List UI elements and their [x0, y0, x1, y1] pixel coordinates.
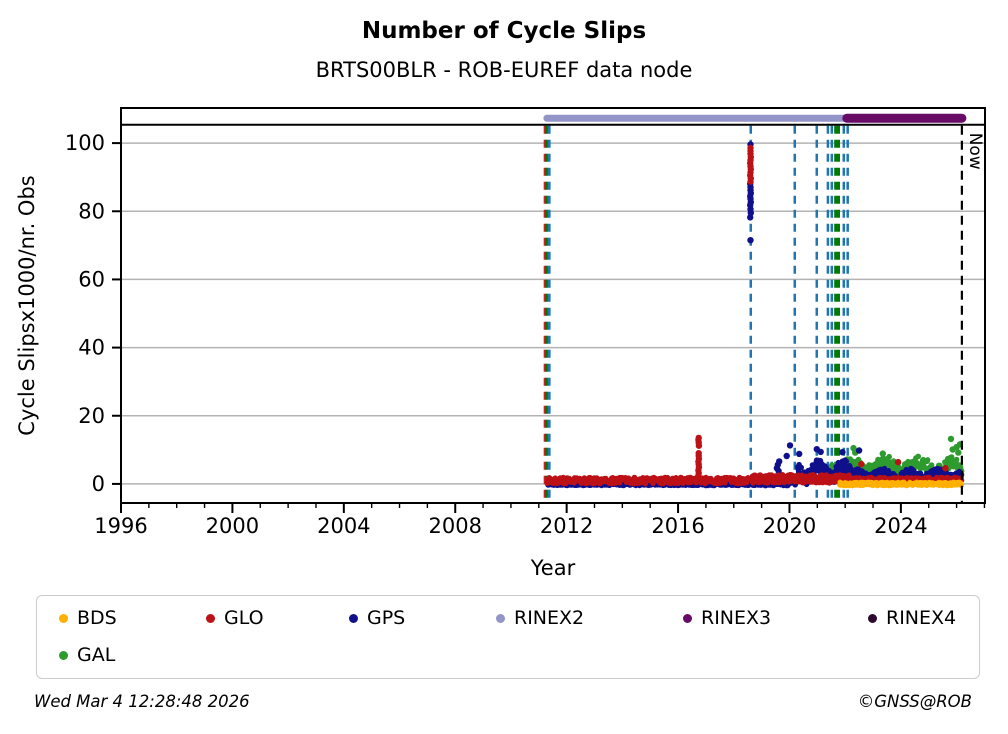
x-tick-label: 2008: [429, 514, 482, 538]
x-axis-label: Year: [530, 556, 576, 580]
rinex4-marker-icon: [868, 613, 877, 623]
legend-label: RINEX3: [701, 607, 772, 629]
legend-label: RINEX2: [514, 607, 585, 629]
x-tick-label: 2000: [206, 514, 259, 538]
x-tick-label: 2016: [651, 514, 704, 538]
glo-marker-icon: [206, 613, 215, 623]
y-tick-label: 60: [78, 267, 105, 291]
timestamp-label: Wed Mar 4 12:28:48 2026: [34, 692, 250, 711]
legend-label: BDS: [77, 607, 117, 629]
page-subtitle: BRTS00BLR - ROB-EUREF data node: [315, 58, 693, 82]
rinex3-marker-icon: [683, 613, 692, 623]
series-bds: [837, 479, 965, 489]
y-tick-label: 20: [78, 404, 105, 428]
legend-label: GLO: [224, 607, 264, 629]
legend-item-rinex3: RINEX3: [683, 607, 771, 629]
y-tick-label: 100: [65, 131, 105, 155]
page-title: Number of Cycle Slips: [361, 18, 647, 44]
bds-marker-icon: [59, 613, 68, 623]
now-label: Now: [965, 133, 985, 170]
rinex2-marker-icon: [496, 613, 505, 623]
legend-label: RINEX4: [886, 607, 957, 629]
legend-item-rinex2: RINEX2: [496, 607, 584, 629]
series-gps: [544, 141, 965, 489]
legend-item-bds: BDS: [59, 607, 117, 629]
x-tick-label: 2024: [874, 514, 927, 538]
legend-item-gps: GPS: [349, 607, 405, 629]
gal-marker-icon: [59, 650, 68, 660]
x-tick-label: 2020: [763, 514, 816, 538]
legend-box: BDS GLO GPS RINEX2 RINEX3 RINEX4 GAL: [36, 595, 980, 679]
series-glo: [544, 144, 965, 487]
legend-item-rinex4: RINEX4: [868, 607, 956, 629]
legend-label: GAL: [77, 644, 116, 666]
y-tick-label: 40: [78, 336, 105, 360]
y-tick-label: 80: [78, 199, 105, 223]
gps-marker-icon: [349, 613, 358, 623]
legend-label: GPS: [367, 607, 406, 629]
y-axis-label: Cycle Slipsx1000/nr. Obs: [15, 175, 39, 435]
legend-item-glo: GLO: [206, 607, 264, 629]
y-tick-label: 0: [92, 472, 105, 496]
x-tick-label: 2012: [540, 514, 593, 538]
legend-item-gal: GAL: [59, 644, 115, 666]
x-tick-label: 1996: [94, 514, 147, 538]
x-tick-label: 2004: [317, 514, 370, 538]
axes-border: [120, 107, 986, 504]
copyright-label: ©GNSS@ROB: [857, 692, 972, 711]
